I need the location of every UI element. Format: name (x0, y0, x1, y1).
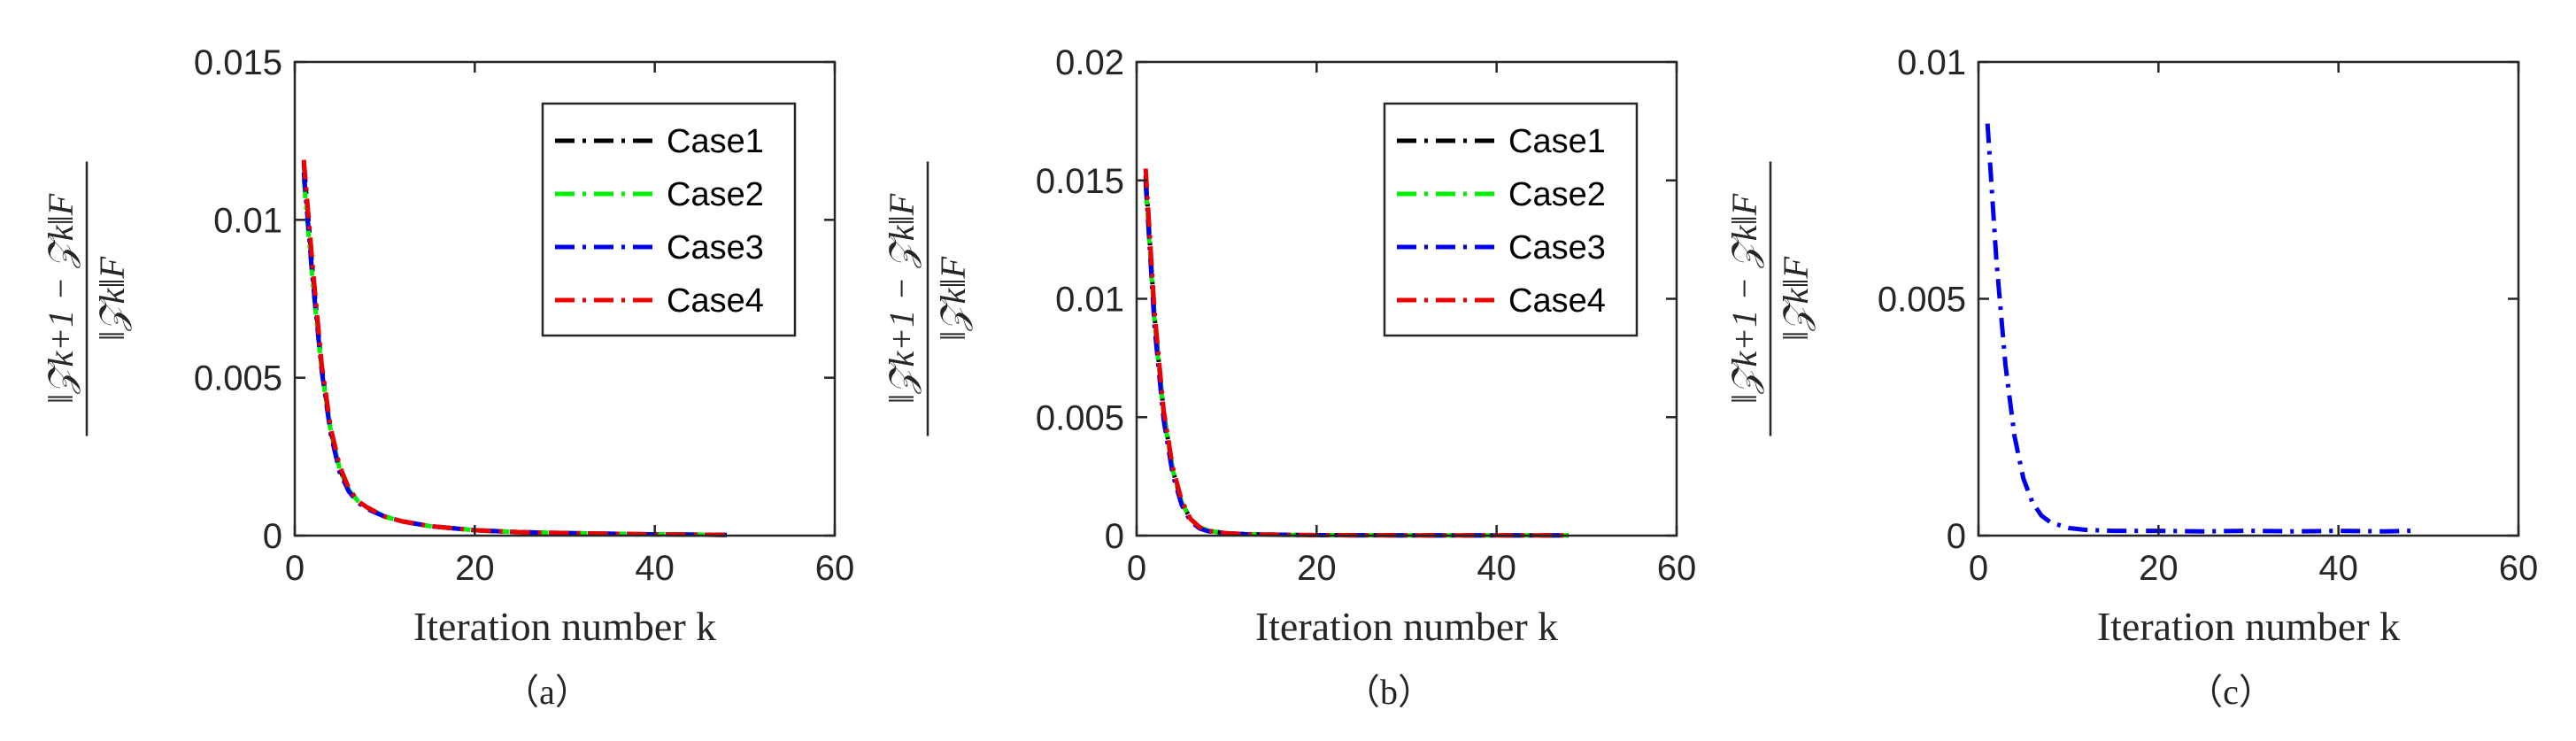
x-tick-label: 0 (285, 549, 305, 588)
y-axis-label: ‖𝒵k+1 − 𝒵k‖F ‖𝒵k‖F (41, 161, 132, 436)
legend-label-case2: Case2 (1508, 176, 1606, 213)
x-tick-label: 40 (1477, 549, 1516, 588)
legend-label-case4: Case4 (1508, 282, 1606, 320)
plot-area-frame (293, 60, 837, 537)
legend-label-case2: Case2 (667, 176, 764, 213)
y-tick-label: 0.005 (1036, 398, 1124, 437)
x-tick-label: 60 (2499, 549, 2539, 588)
series-line-case3 (1985, 123, 2411, 534)
series-line-case4 (1143, 168, 1569, 538)
panel-label: （b） (1345, 672, 1433, 712)
chart-panel-a: 0 20 40 60 0 0.005 0.01 0.015 Iteration number k… (41, 43, 854, 712)
x-tick-label: 60 (815, 549, 855, 588)
legend-label-case4: Case4 (667, 282, 764, 320)
y-tick-label: 0.01 (213, 201, 282, 240)
y-axis-label: ‖𝒵k+1 − 𝒵k‖F ‖𝒵k‖F (882, 161, 973, 436)
x-tick-label: 60 (1657, 549, 1697, 588)
panel-label: （a） (504, 672, 590, 712)
y-tick-label: 0.005 (1878, 281, 1966, 320)
y-tick-label: 0 (1105, 517, 1124, 556)
chart-panel-c: 0 20 40 60 0 0.005 0.01 Iteration number k （c） ‖𝒵… (1724, 43, 2538, 712)
y-tick-label: 0.015 (194, 43, 282, 82)
y-tick-label: 0.005 (194, 359, 282, 398)
legend-label-case3: Case3 (667, 229, 764, 266)
x-tick-label: 20 (455, 549, 495, 588)
x-tick-label: 0 (1127, 549, 1146, 588)
x-axis-label: Iteration number k (413, 604, 716, 649)
y-axis-label-numerator: ‖𝒵k+1 − 𝒵k‖F (882, 193, 922, 404)
legend-label-case3: Case3 (1508, 229, 1606, 266)
y-axis-label-denominator: ‖𝒵k‖F (933, 256, 973, 341)
y-axis-label: ‖𝒵k+1 − 𝒵k‖F ‖𝒵k‖F (1724, 161, 1816, 436)
y-axis-label-denominator: ‖𝒵k‖F (92, 256, 132, 341)
legend: Case1 Case2 Case3 Case4 (541, 102, 797, 337)
legend: Case1 Case2 Case3 Case4 (1383, 102, 1639, 337)
y-tick-label: 0.01 (1897, 43, 1966, 82)
chart-panel-b: 0 20 40 60 0 0.005 0.01 0.015 0.02 Iteration numb… (882, 43, 1696, 712)
x-axis-label: Iteration number k (1255, 604, 1558, 649)
y-axis-label-numerator: ‖𝒵k+1 − 𝒵k‖F (41, 193, 81, 404)
x-tick-label: 40 (635, 549, 675, 588)
legend-label-case1: Case1 (667, 123, 764, 160)
x-tick-label: 40 (2318, 549, 2358, 588)
x-tick-label: 0 (1969, 549, 1988, 588)
x-tick-label: 20 (2139, 549, 2179, 588)
y-tick-label: 0.01 (1055, 281, 1124, 320)
y-axis-label-denominator: ‖𝒵k‖F (1776, 256, 1816, 341)
y-tick-label: 0.015 (1036, 162, 1124, 201)
series-line-case4 (301, 159, 728, 537)
panel-label: （c） (2187, 672, 2274, 712)
y-tick-label: 0.02 (1055, 43, 1124, 82)
y-axis-label-numerator: ‖𝒵k+1 − 𝒵k‖F (1724, 193, 1764, 404)
y-tick-label: 0 (1947, 517, 1966, 556)
x-axis-label: Iteration number k (2097, 604, 2400, 649)
y-tick-label: 0 (263, 517, 282, 556)
plot-area-frame (1977, 60, 2520, 537)
x-tick-label: 20 (1297, 549, 1337, 588)
legend-label-case1: Case1 (1508, 123, 1606, 160)
